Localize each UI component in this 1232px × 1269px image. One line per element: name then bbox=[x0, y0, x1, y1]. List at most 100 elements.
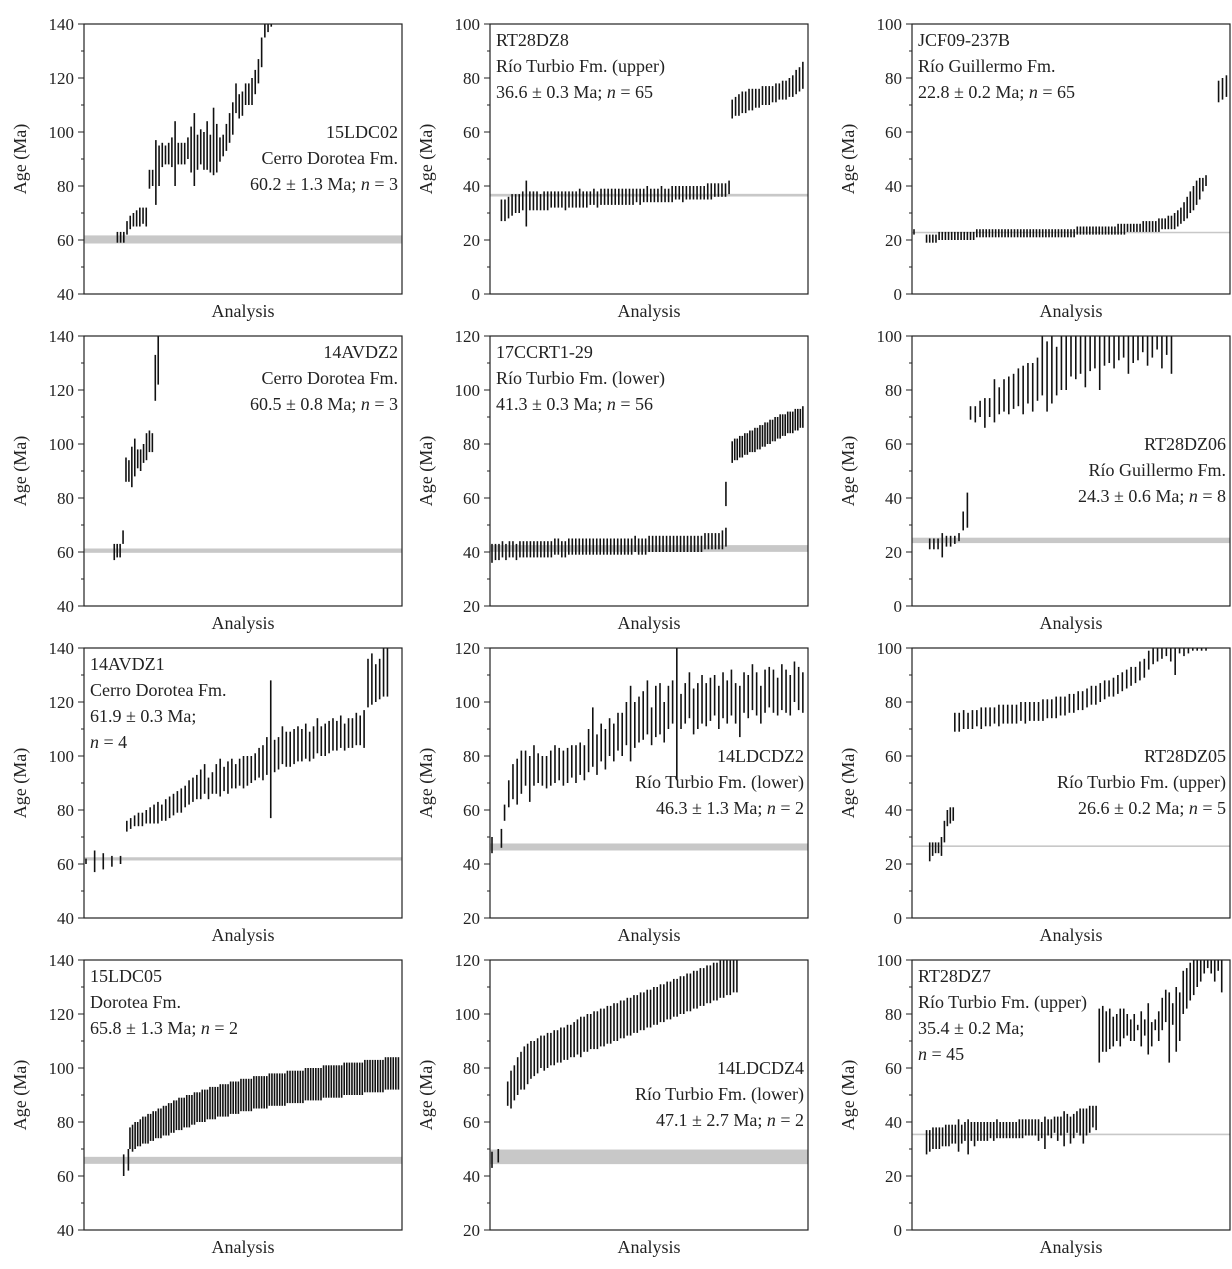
mean-age-band bbox=[84, 857, 402, 861]
panel-1: 40 60 80 100 120 140 Analysis Age (Ma) 15LDC02 Ce… bbox=[10, 15, 403, 321]
x-axis-label: Analysis bbox=[212, 301, 275, 321]
y-tick-label: 120 bbox=[455, 639, 481, 658]
sample-info-label: 65.8 ± 1.3 Ma; n = 2 bbox=[90, 1018, 238, 1038]
y-tick-label: 120 bbox=[49, 381, 75, 400]
y-tick-label: 20 bbox=[885, 1167, 902, 1186]
sample-info-label: Cerro Dorotea Fm. bbox=[262, 368, 398, 388]
x-axis-label: Analysis bbox=[618, 925, 681, 945]
x-axis-label: Analysis bbox=[212, 925, 275, 945]
sample-info-label: 60.2 ± 1.3 Ma; n = 3 bbox=[250, 174, 398, 194]
panel-5: 20 40 60 80 100 120 Analysis Age (Ma) 17CCRT1-29… bbox=[416, 327, 809, 633]
y-tick-label: 60 bbox=[463, 123, 480, 142]
x-axis-label: Analysis bbox=[212, 1237, 275, 1257]
y-tick-label: 80 bbox=[885, 693, 902, 712]
sample-id-label: 15LDC02 bbox=[326, 122, 398, 142]
error-bars bbox=[491, 960, 738, 1168]
y-tick-label: 20 bbox=[885, 231, 902, 250]
mean-age-band bbox=[912, 845, 1230, 847]
panel-10: 40 60 80 100 120 140 Analysis Age (Ma) 15LDC05 Do… bbox=[10, 951, 403, 1257]
sample-id-label: 14LDCDZ2 bbox=[717, 746, 804, 766]
error-bars bbox=[925, 960, 1223, 1155]
y-tick-label: 80 bbox=[57, 177, 74, 196]
sample-id-label: RT28DZ7 bbox=[918, 966, 991, 986]
sample-info-label: n = 45 bbox=[918, 1044, 964, 1064]
y-tick-label: 60 bbox=[885, 747, 902, 766]
y-axis-label: Age (Ma) bbox=[10, 748, 31, 818]
sample-info-label: 47.1 ± 2.7 Ma; n = 2 bbox=[656, 1110, 804, 1130]
sample-info-label: Río Turbio Fm. (lower) bbox=[635, 1084, 804, 1105]
panel-7: 40 60 80 100 120 140 Analysis Age (Ma) 14AVDZ1 Ce… bbox=[10, 639, 403, 945]
sample-id-label: JCF09-237B bbox=[918, 30, 1010, 50]
y-tick-label: 100 bbox=[877, 639, 903, 658]
y-tick-label: 40 bbox=[463, 543, 480, 562]
sample-id-label: RT28DZ05 bbox=[1144, 746, 1226, 766]
y-tick-label: 80 bbox=[885, 381, 902, 400]
y-tick-label: 20 bbox=[885, 543, 902, 562]
y-tick-label: 100 bbox=[455, 1005, 481, 1024]
sample-id-label: 14LDCDZ4 bbox=[717, 1058, 804, 1078]
y-tick-label: 100 bbox=[49, 1059, 75, 1078]
y-tick-label: 60 bbox=[885, 1059, 902, 1078]
mean-age-band bbox=[84, 1156, 402, 1164]
error-bars bbox=[116, 24, 273, 243]
mean-age-band bbox=[84, 548, 402, 553]
y-tick-label: 100 bbox=[455, 381, 481, 400]
y-tick-label: 20 bbox=[463, 597, 480, 616]
sample-info-label: n = 4 bbox=[90, 732, 127, 752]
error-bars bbox=[491, 406, 804, 563]
sample-info-label: Río Turbio Fm. (upper) bbox=[496, 56, 665, 77]
y-axis-label: Age (Ma) bbox=[838, 748, 859, 818]
sample-info-label: Río Turbio Fm. (upper) bbox=[918, 992, 1087, 1013]
y-axis-label: Age (Ma) bbox=[838, 1060, 859, 1130]
x-axis-label: Analysis bbox=[618, 1237, 681, 1257]
panel-8: 20 40 60 80 100 120 Analysis Age (Ma) 14LDCDZ2 Rí… bbox=[416, 639, 809, 945]
sample-info-label: 35.4 ± 0.2 Ma; bbox=[918, 1018, 1024, 1038]
sample-info-label: Río Turbio Fm. (upper) bbox=[1057, 772, 1226, 793]
sample-info-label: Cerro Dorotea Fm. bbox=[90, 680, 226, 700]
error-bars bbox=[122, 1057, 400, 1176]
sample-info-label: Dorotea Fm. bbox=[90, 992, 181, 1012]
x-axis-label: Analysis bbox=[1040, 301, 1103, 321]
y-tick-label: 80 bbox=[463, 747, 480, 766]
sample-info-label: 22.8 ± 0.2 Ma; n = 65 bbox=[918, 82, 1075, 102]
sample-info-label: Río Turbio Fm. (lower) bbox=[635, 772, 804, 793]
x-axis-label: Analysis bbox=[1040, 925, 1103, 945]
panel-12: 0 20 40 60 80 100 Analysis Age (Ma) RT28DZ7 Río T… bbox=[838, 951, 1231, 1257]
y-tick-label: 40 bbox=[57, 597, 74, 616]
sample-id-label: RT28DZ06 bbox=[1144, 434, 1226, 454]
y-tick-label: 40 bbox=[463, 177, 480, 196]
panel-9: 0 20 40 60 80 100 Analysis Age (Ma) RT28DZ05 Río … bbox=[838, 639, 1231, 945]
y-tick-label: 40 bbox=[57, 285, 74, 304]
y-tick-label: 20 bbox=[463, 909, 480, 928]
y-tick-label: 80 bbox=[57, 489, 74, 508]
y-tick-label: 140 bbox=[49, 15, 75, 34]
y-tick-label: 60 bbox=[57, 231, 74, 250]
y-tick-label: 60 bbox=[885, 123, 902, 142]
sample-info-label: 26.6 ± 0.2 Ma; n = 5 bbox=[1078, 798, 1226, 818]
mean-age-band bbox=[490, 843, 808, 851]
y-tick-label: 60 bbox=[463, 1113, 480, 1132]
y-tick-label: 80 bbox=[463, 435, 480, 454]
y-tick-label: 80 bbox=[57, 801, 74, 820]
x-axis-label: Analysis bbox=[618, 301, 681, 321]
sample-id-label: 14AVDZ1 bbox=[90, 654, 165, 674]
y-tick-label: 100 bbox=[49, 435, 75, 454]
y-tick-label: 100 bbox=[49, 123, 75, 142]
sample-id-label: 15LDC05 bbox=[90, 966, 162, 986]
y-tick-label: 40 bbox=[57, 1221, 74, 1240]
y-tick-label: 100 bbox=[877, 327, 903, 346]
y-tick-label: 80 bbox=[463, 69, 480, 88]
sample-info-label: 41.3 ± 0.3 Ma; n = 56 bbox=[496, 394, 653, 414]
sample-info-label: 60.5 ± 0.8 Ma; n = 3 bbox=[250, 394, 398, 414]
y-tick-label: 60 bbox=[463, 489, 480, 508]
mean-age-band bbox=[490, 193, 808, 197]
sample-id-label: RT28DZ8 bbox=[496, 30, 569, 50]
y-axis-label: Age (Ma) bbox=[416, 436, 437, 506]
y-tick-label: 0 bbox=[894, 285, 903, 304]
y-axis-label: Age (Ma) bbox=[416, 748, 437, 818]
error-bars bbox=[113, 336, 160, 561]
y-tick-label: 100 bbox=[877, 951, 903, 970]
y-tick-label: 20 bbox=[463, 231, 480, 250]
sample-info-label: 24.3 ± 0.6 Ma; n = 8 bbox=[1078, 486, 1226, 506]
